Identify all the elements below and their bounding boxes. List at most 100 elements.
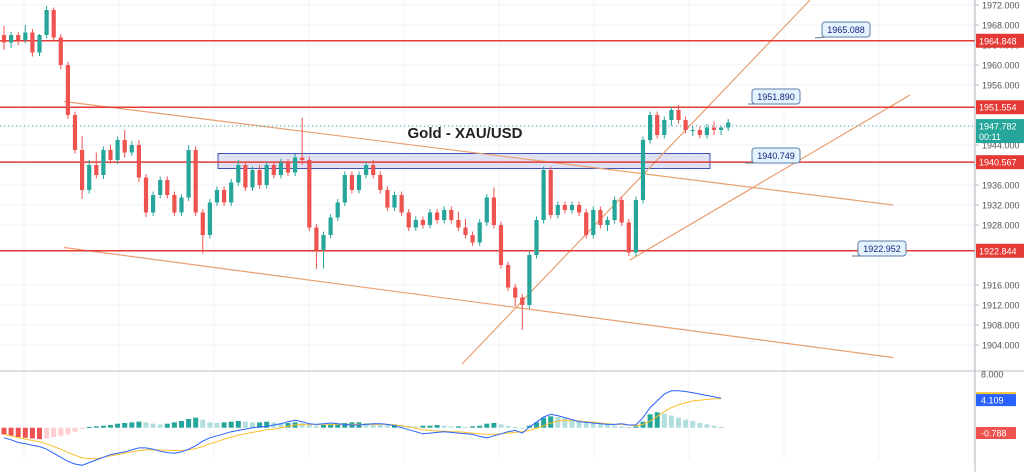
candle bbox=[293, 154, 298, 176]
candle bbox=[314, 224, 319, 269]
macd-histogram-bar bbox=[434, 425, 440, 428]
candle-body bbox=[165, 180, 170, 195]
countdown-label: 00:11 bbox=[979, 132, 1001, 142]
macd-histogram-bar bbox=[65, 427, 71, 435]
candle bbox=[1, 26, 7, 50]
macd-histogram-bar bbox=[562, 418, 568, 428]
candle-body bbox=[697, 130, 702, 135]
candle-body bbox=[662, 120, 667, 135]
macd-histogram-bar bbox=[179, 421, 184, 428]
price-tick-label: 1956.000 bbox=[982, 81, 1020, 91]
callout-label: 1951.890 bbox=[757, 92, 795, 102]
candle bbox=[356, 171, 362, 194]
macd-histogram-bar bbox=[548, 416, 554, 428]
macd-histogram-bar bbox=[306, 424, 312, 428]
candle-body bbox=[94, 165, 99, 175]
candle-body bbox=[633, 200, 638, 253]
candle-body bbox=[711, 127, 717, 130]
macd-histogram-bar bbox=[22, 427, 28, 438]
macd-histogram-bar bbox=[264, 421, 270, 428]
candle bbox=[719, 126, 724, 135]
macd-histogram-bar bbox=[86, 427, 92, 429]
macd-histogram-bar bbox=[455, 426, 461, 428]
candle-body bbox=[328, 217, 333, 235]
candle-body bbox=[16, 35, 21, 40]
macd-histogram-bar bbox=[44, 427, 50, 439]
macd-histogram-bar bbox=[250, 422, 255, 428]
candle-body bbox=[520, 297, 525, 305]
macd-histogram-bar bbox=[79, 427, 85, 430]
candle bbox=[236, 160, 241, 186]
price-tick-label: 1904.000 bbox=[982, 341, 1020, 351]
trend-line bbox=[461, 0, 811, 365]
callout-box bbox=[751, 147, 801, 164]
candle bbox=[612, 196, 617, 224]
candle-body bbox=[51, 10, 56, 38]
candle bbox=[278, 159, 283, 179]
candle bbox=[115, 136, 120, 164]
candle-body bbox=[143, 177, 149, 213]
candle-body bbox=[690, 130, 695, 131]
macd-histogram-bar bbox=[413, 426, 419, 428]
candle-body bbox=[179, 197, 184, 213]
candle bbox=[172, 191, 177, 216]
candle-body bbox=[555, 205, 560, 215]
candle-body bbox=[569, 205, 575, 210]
candle-body bbox=[719, 127, 724, 130]
candle-body bbox=[65, 65, 70, 115]
macd-histogram-bar bbox=[122, 423, 128, 428]
candle-body bbox=[300, 157, 305, 160]
candle bbox=[435, 209, 440, 224]
macd-tick-label: 8.000 bbox=[981, 370, 1004, 380]
candle-body bbox=[683, 120, 688, 130]
macd-histogram-bar bbox=[519, 427, 525, 429]
macd-histogram-bar bbox=[505, 425, 511, 428]
callout-label: 1940.749 bbox=[757, 151, 795, 161]
candle-body bbox=[271, 165, 276, 175]
candle bbox=[207, 199, 212, 239]
macd-histogram-bar bbox=[193, 417, 199, 428]
macd-histogram-bar bbox=[214, 423, 220, 428]
macd-histogram-bar bbox=[718, 427, 724, 429]
candle bbox=[555, 201, 560, 219]
candle-body bbox=[250, 170, 255, 188]
candle-body bbox=[378, 175, 383, 190]
candle-body bbox=[278, 162, 283, 175]
level-price-badge bbox=[976, 100, 1024, 115]
candle bbox=[257, 165, 262, 189]
macd-tick-label: -0.788 bbox=[981, 429, 1007, 439]
candle bbox=[598, 206, 603, 229]
candle bbox=[449, 206, 454, 224]
candle-body bbox=[413, 220, 418, 228]
price-tick-label: 1928.000 bbox=[982, 221, 1020, 231]
macd-histogram-bar bbox=[58, 427, 64, 436]
macd-histogram-bar bbox=[335, 423, 341, 428]
candle bbox=[271, 161, 276, 179]
candle bbox=[406, 209, 411, 231]
candle-body bbox=[640, 140, 646, 200]
candle-body bbox=[548, 170, 553, 215]
candle bbox=[562, 201, 567, 214]
candle bbox=[655, 111, 660, 139]
candle-body bbox=[605, 220, 610, 225]
candle-body bbox=[420, 220, 425, 225]
level-price-label: 1964.848 bbox=[979, 36, 1017, 46]
macd-histogram-bar bbox=[363, 423, 369, 428]
macd-histogram-bar bbox=[377, 424, 383, 428]
candle bbox=[371, 160, 376, 179]
candle-body bbox=[136, 145, 141, 178]
level-price-label: 1951.554 bbox=[979, 103, 1017, 113]
candle bbox=[214, 186, 220, 206]
candle-body bbox=[527, 255, 532, 305]
candle bbox=[378, 171, 383, 194]
macd-histogram-bar bbox=[399, 425, 405, 428]
macd-histogram-bar bbox=[512, 427, 518, 429]
candle bbox=[548, 166, 553, 219]
macd-histogram-bar bbox=[384, 425, 390, 428]
candle-body bbox=[349, 175, 354, 190]
macd-histogram-bar bbox=[328, 424, 334, 428]
macd-histogram-bar bbox=[676, 417, 681, 428]
candle-body bbox=[612, 200, 617, 220]
candle bbox=[129, 141, 134, 156]
